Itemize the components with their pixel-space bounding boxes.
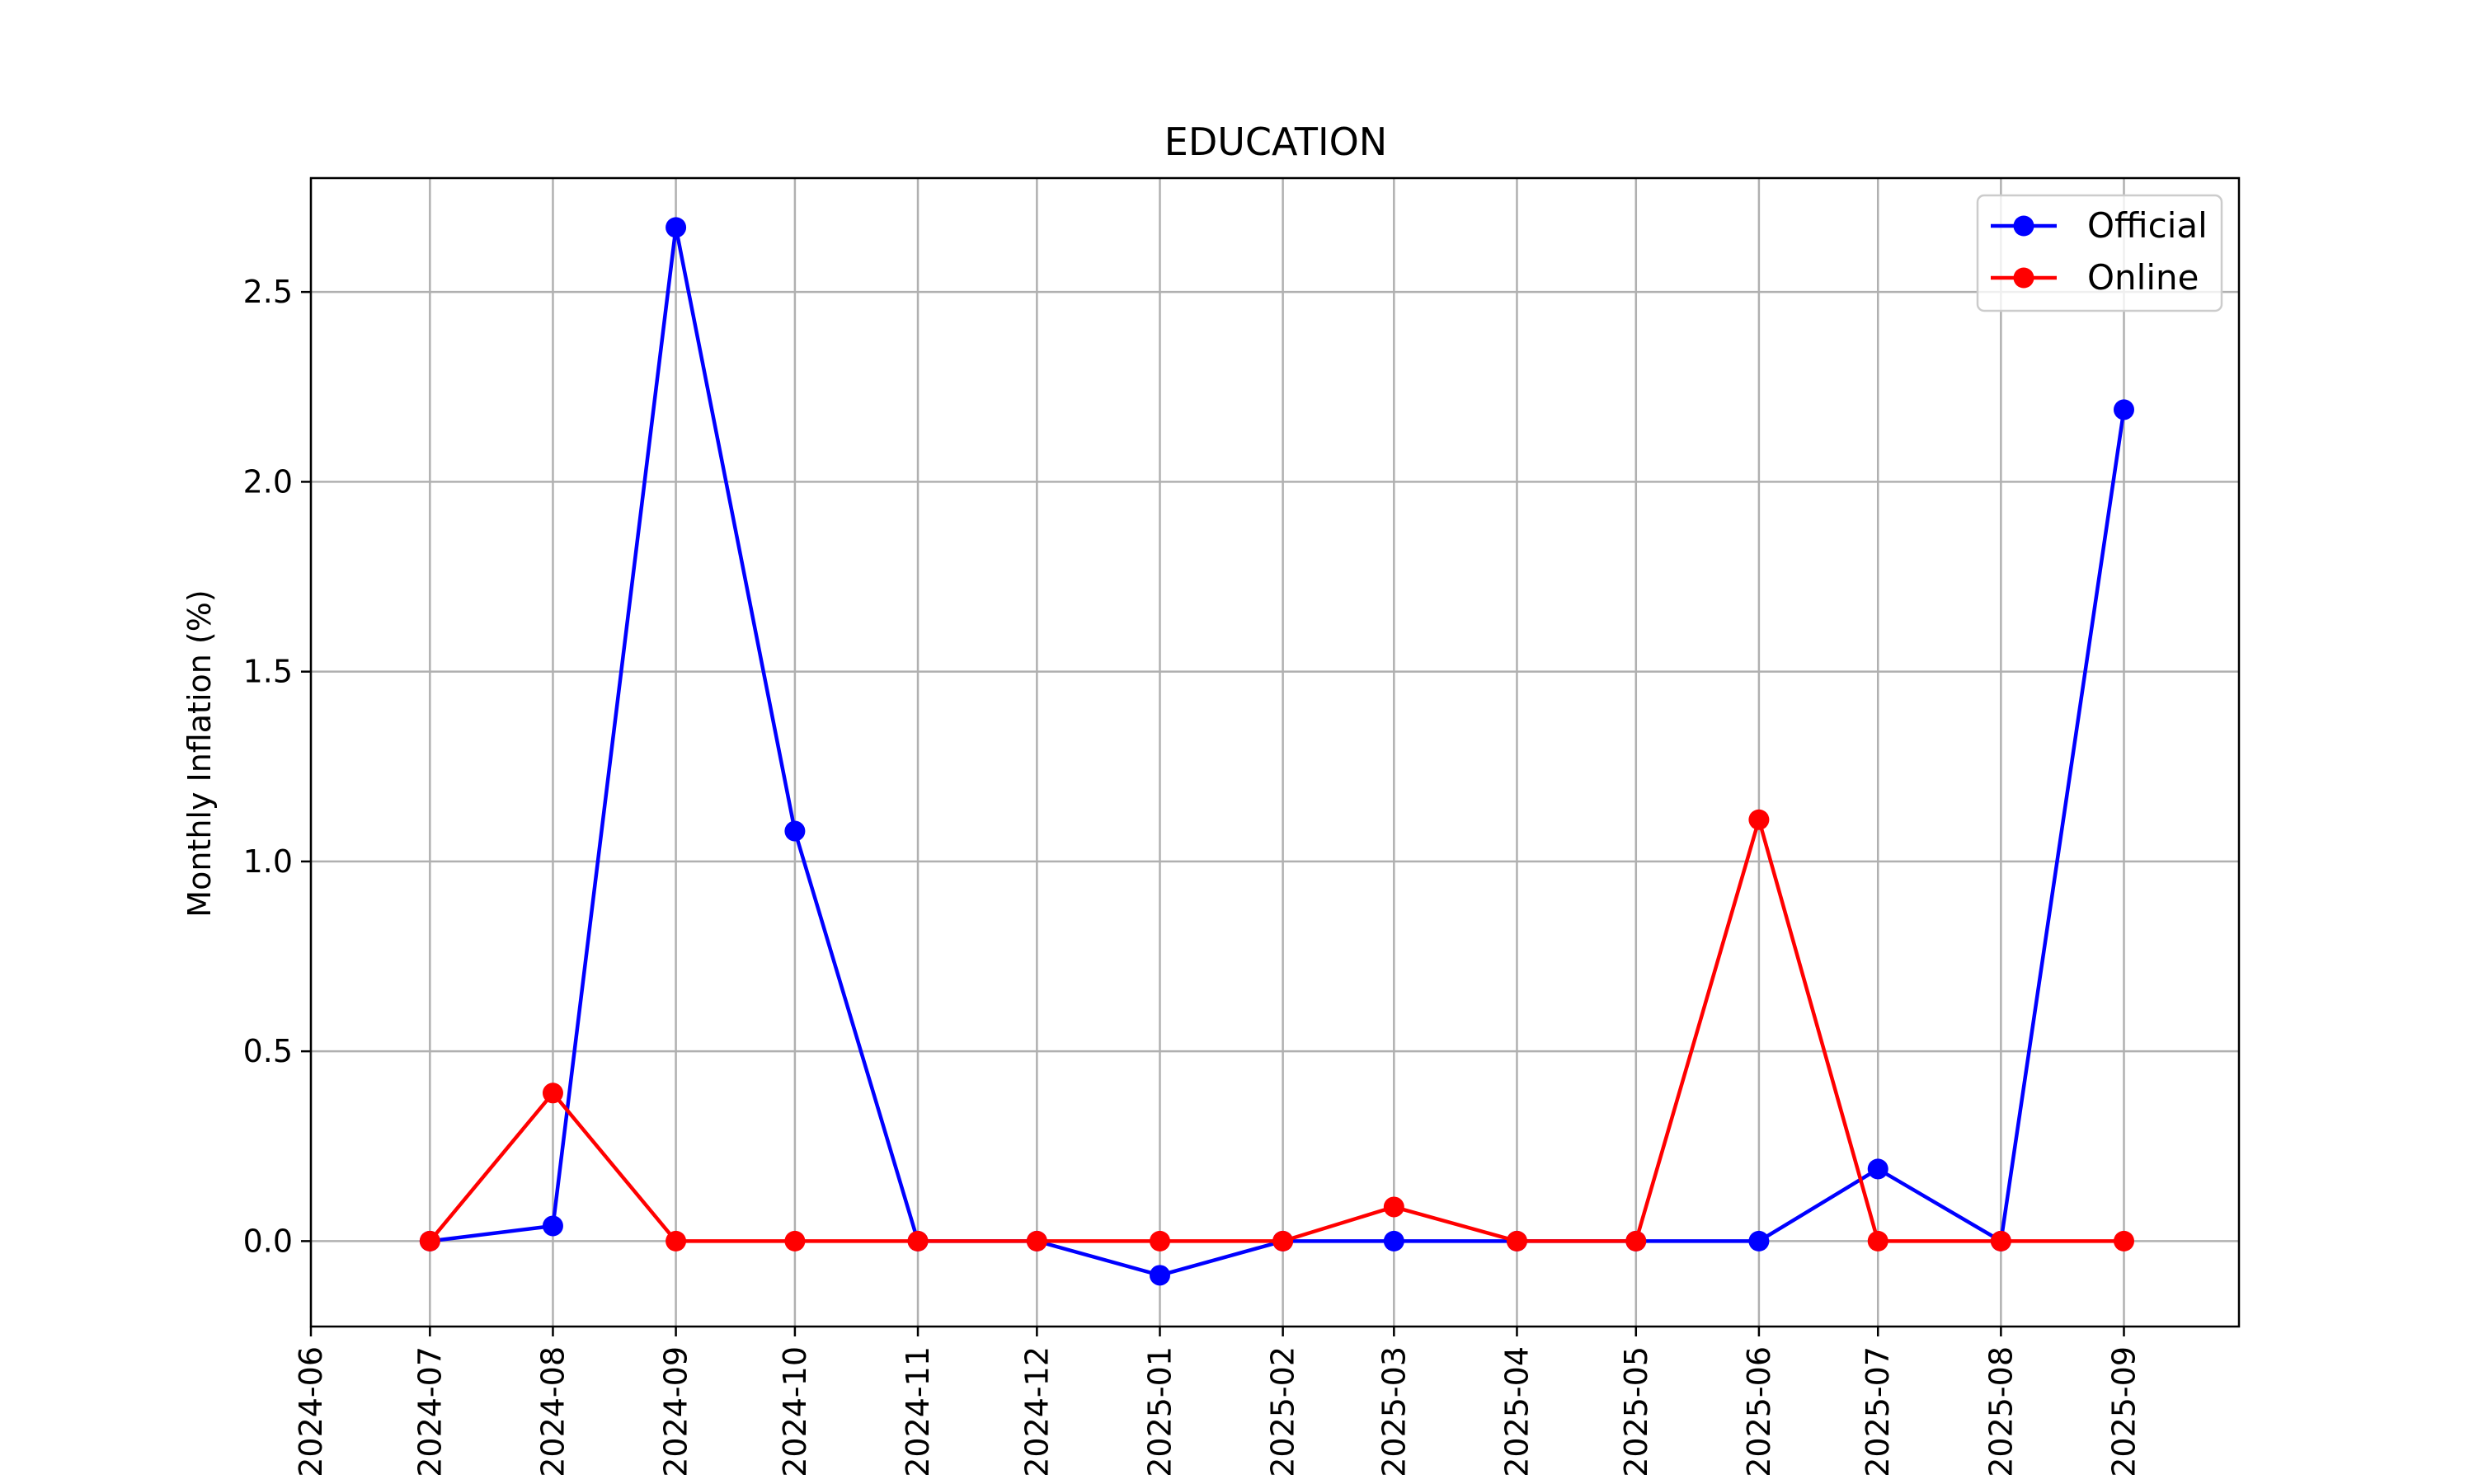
x-tick-label: 2024-09 xyxy=(658,1346,694,1477)
data-point-online xyxy=(419,1230,440,1252)
x-tick-label: 2024-12 xyxy=(1018,1346,1055,1477)
data-point-official xyxy=(1149,1265,1170,1286)
y-tick-label: 1.5 xyxy=(243,654,293,690)
y-axis-ticks: 0.0 0.5 1.0 1.5 2.0 2.5 xyxy=(243,274,311,1259)
data-point-online xyxy=(1026,1230,1047,1252)
data-point-official xyxy=(666,217,687,238)
x-tick-label: 2025-02 xyxy=(1265,1346,1301,1477)
data-point-official xyxy=(784,820,806,842)
x-tick-label: 2025-07 xyxy=(1860,1346,1896,1477)
data-point-online xyxy=(907,1230,929,1252)
data-point-online xyxy=(1149,1230,1170,1252)
data-point-online xyxy=(1625,1230,1647,1252)
data-point-official xyxy=(1867,1158,1888,1180)
y-tick-label: 0.5 xyxy=(243,1033,293,1069)
chart-title: EDUCATION xyxy=(1164,120,1387,164)
y-tick-label: 2.0 xyxy=(243,463,293,500)
x-tick-label: 2025-08 xyxy=(1982,1346,2019,1477)
y-tick-label: 1.0 xyxy=(243,843,293,880)
plot-frame xyxy=(309,176,2241,1328)
x-tick-label: 2024-06 xyxy=(293,1346,329,1477)
x-tick-label: 2025-05 xyxy=(1618,1346,1654,1477)
data-point-official xyxy=(542,1215,563,1237)
data-point-online xyxy=(2113,1230,2134,1252)
x-tick-label: 2024-11 xyxy=(900,1346,936,1477)
x-axis-ticks: 2024-06 2024-07 2024-08 2024-09 2024-10 2024-… xyxy=(293,1327,2142,1477)
x-tick-label: 2024-08 xyxy=(534,1346,571,1477)
x-tick-label: 2024-10 xyxy=(777,1346,813,1477)
data-point-official xyxy=(1383,1230,1404,1252)
x-tick-label: 2025-03 xyxy=(1376,1346,1412,1477)
x-tick-label: 2024-07 xyxy=(412,1346,448,1477)
data-point-online xyxy=(1383,1196,1404,1218)
data-point-online xyxy=(1748,809,1770,830)
legend-label-official: Official xyxy=(2087,205,2208,246)
x-tick-label: 2025-04 xyxy=(1498,1346,1535,1477)
x-tick-label: 2025-06 xyxy=(1741,1346,1777,1477)
legend-label-online: Online xyxy=(2087,257,2199,298)
legend-marker-online xyxy=(2013,267,2034,289)
data-point-online xyxy=(1272,1230,1294,1252)
data-point-online xyxy=(1506,1230,1527,1252)
data-point-official xyxy=(2113,399,2134,420)
legend-marker-official xyxy=(2013,215,2034,237)
data-point-online xyxy=(666,1230,687,1252)
y-tick-label: 2.5 xyxy=(243,274,293,310)
series-layer xyxy=(419,217,2134,1286)
data-point-online xyxy=(784,1230,806,1252)
data-point-online xyxy=(542,1082,563,1104)
data-point-official xyxy=(1748,1230,1770,1252)
data-point-online xyxy=(1990,1230,2011,1252)
data-point-online xyxy=(1867,1230,1888,1252)
x-tick-label: 2025-01 xyxy=(1141,1346,1178,1477)
gridlines xyxy=(309,178,2239,1327)
legend: Official Online xyxy=(1976,194,2223,312)
x-tick-label: 2025-09 xyxy=(2105,1346,2142,1477)
y-tick-label: 0.0 xyxy=(243,1223,293,1259)
y-axis-label: Monthly Inflation (%) xyxy=(181,589,218,917)
